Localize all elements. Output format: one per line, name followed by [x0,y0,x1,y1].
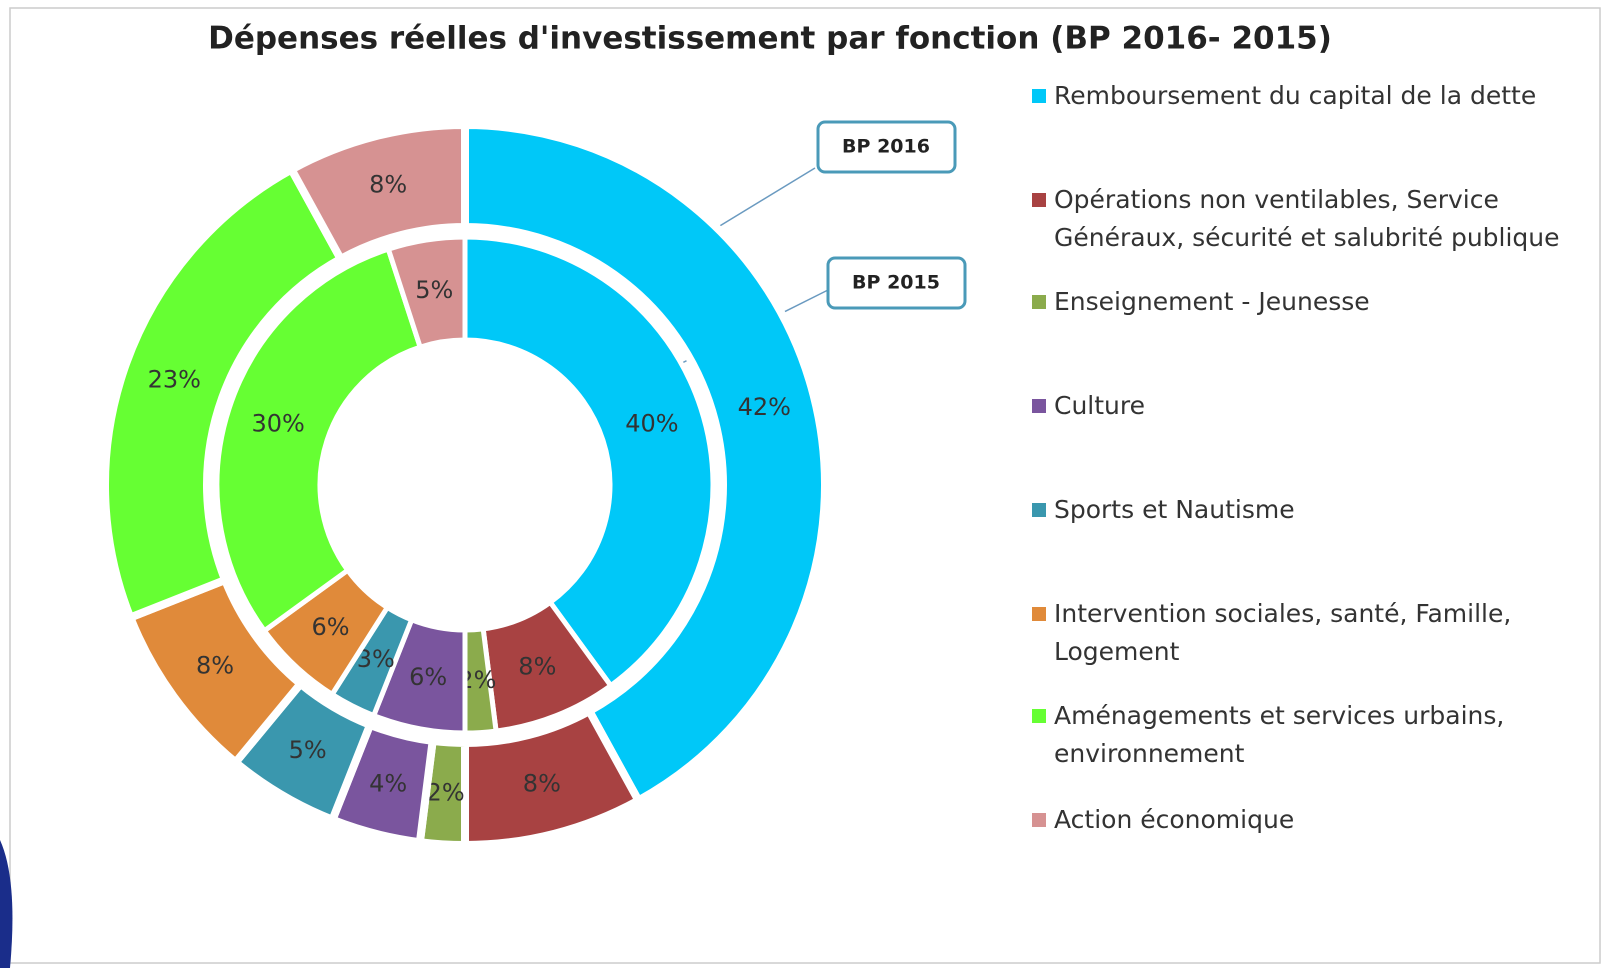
value-label: 30% [251,409,304,437]
value-label: 23% [148,365,201,393]
legend-label: Culture [1054,391,1146,420]
legend-swatch [1032,399,1046,413]
legend-label: Aménagements et services urbains, enviro… [1054,701,1505,768]
value-label: 8% [523,769,561,797]
value-label: 6% [311,613,349,641]
legend-swatch [1032,295,1046,309]
doughnut-segment [101,164,347,623]
legend-label: Sports et Nautisme [1054,495,1295,524]
doughnut-segment [461,120,829,806]
value-label: 5% [289,736,327,764]
chart-title: Dépenses réelles d'investissement par fo… [208,21,1332,57]
callout-box [826,256,967,310]
doughnut-segment [286,120,469,265]
doughnut-segment [385,234,468,351]
value-label: 5% [415,276,453,304]
legend-label: Intervention sociales, santé, Famille, L… [1054,599,1512,666]
value-label: 8% [196,652,234,680]
callout-label: BP 2016 [842,136,930,158]
doughnut-segment [462,234,716,690]
legend-swatch [1032,193,1046,207]
value-label: 42% [738,393,791,421]
decoration [0,840,13,968]
callout-box [816,120,957,174]
frame [9,7,1601,964]
legend-label: Opérations non ventilables, Service Géné… [1054,185,1560,252]
value-label: 8% [369,171,407,199]
legend-label: Remboursement du capital de la dette [1054,81,1537,110]
value-label: 4% [369,769,407,797]
value-label: 2% [427,778,465,806]
doughnut-segment [214,245,424,635]
legend-swatch [1032,813,1046,827]
legend-swatch [1032,89,1046,103]
callout-label: BP 2015 [852,272,940,294]
value-label: 40% [625,409,678,437]
legend-swatch [1032,503,1046,517]
legend-label: Action économique [1054,805,1295,834]
value-label: 6% [409,663,447,691]
legend-swatch [1032,607,1046,621]
legend-swatch [1032,709,1046,723]
value-label: 8% [518,653,556,681]
legend-label: Enseignement - Jeunesse [1054,287,1370,316]
